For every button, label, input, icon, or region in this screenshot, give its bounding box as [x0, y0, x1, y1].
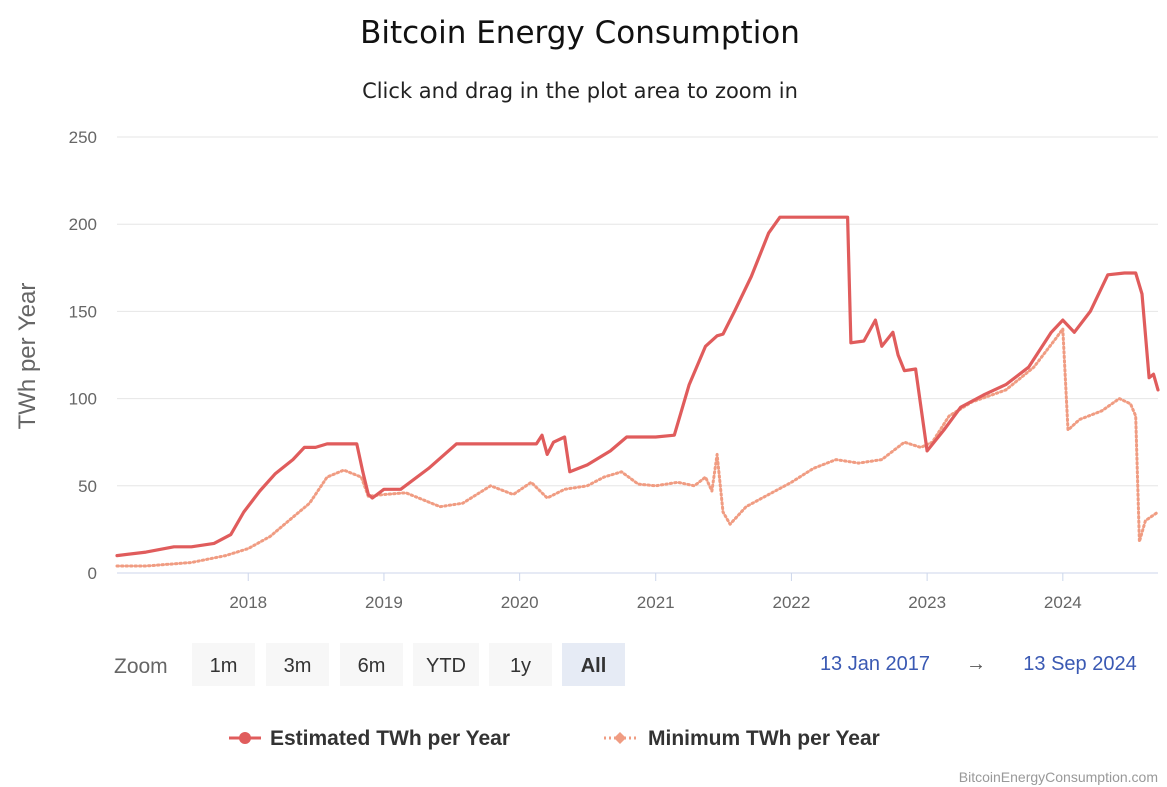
- y-tick-label: 250: [69, 128, 97, 147]
- series-line-estimated[interactable]: [115, 215, 1160, 558]
- y-tick-label: 100: [69, 390, 97, 409]
- x-tick-label: 2020: [501, 593, 539, 612]
- y-axis-ticks: 0 50 100 150 200 250: [69, 128, 97, 583]
- zoom-button-label: 1y: [510, 655, 531, 677]
- credits[interactable]: BitcoinEnergyConsumption.com: [959, 769, 1158, 785]
- zoom-button-bg: [340, 643, 403, 686]
- range-selector: Zoom 1m 3m 6m YTD 1y All: [114, 643, 625, 686]
- legend-diamond-marker: [614, 732, 626, 744]
- grid: [117, 136, 1158, 574]
- series-line-minimum[interactable]: [115, 327, 1160, 568]
- zoom-button-bg: [489, 643, 552, 686]
- y-tick-label: 50: [78, 477, 97, 496]
- y-tick-label: 200: [69, 215, 97, 234]
- zoom-button-label: 3m: [284, 655, 312, 677]
- legend-item-estimated[interactable]: Estimated TWh per Year: [229, 727, 510, 750]
- x-tick-label: 2023: [908, 593, 946, 612]
- legend-item-minimum[interactable]: Minimum TWh per Year: [604, 727, 880, 750]
- x-axis-ticks: 2018 2019 2020 2021 2022 2023 2024: [229, 573, 1082, 612]
- y-tick-label: 0: [88, 564, 97, 583]
- zoom-button-label: 1m: [210, 655, 238, 677]
- y-axis-label: TWh per Year: [14, 283, 41, 430]
- date-range-to[interactable]: 13 Sep 2024: [1023, 653, 1136, 675]
- zoom-button-bg: [413, 643, 479, 686]
- zoom-button-all[interactable]: All: [562, 643, 625, 686]
- zoom-button-ytd[interactable]: YTD: [413, 643, 479, 686]
- x-tick-label: 2018: [229, 593, 267, 612]
- x-tick-label: 2019: [365, 593, 403, 612]
- chart-subtitle: Click and drag in the plot area to zoom …: [362, 79, 798, 103]
- zoom-button-bg: [192, 643, 255, 686]
- chart-title: Bitcoin Energy Consumption: [360, 15, 800, 51]
- zoom-button-6m[interactable]: 6m: [340, 643, 403, 686]
- zoom-label: Zoom: [114, 655, 168, 678]
- zoom-button-label: All: [581, 655, 607, 677]
- date-range: 13 Jan 2017 → 13 Sep 2024: [820, 653, 1137, 675]
- legend-label: Minimum TWh per Year: [648, 727, 880, 750]
- legend-label: Estimated TWh per Year: [270, 727, 510, 750]
- zoom-button-1y[interactable]: 1y: [489, 643, 552, 686]
- date-range-arrow: →: [966, 653, 986, 675]
- zoom-button-1m[interactable]: 1m: [192, 643, 255, 686]
- zoom-button-label: YTD: [426, 655, 466, 677]
- date-range-from[interactable]: 13 Jan 2017: [820, 653, 930, 675]
- x-tick-label: 2022: [773, 593, 811, 612]
- zoom-button-3m[interactable]: 3m: [266, 643, 329, 686]
- zoom-button-bg: [266, 643, 329, 686]
- legend: Estimated TWh per Year Minimum TWh per Ye…: [229, 727, 880, 750]
- y-tick-label: 150: [69, 302, 97, 321]
- zoom-button-label: 6m: [358, 655, 386, 677]
- plot-area[interactable]: [115, 215, 1160, 568]
- zoom-button-bg: [562, 643, 625, 686]
- x-tick-label: 2024: [1044, 593, 1082, 612]
- legend-circle-marker: [239, 732, 251, 744]
- x-tick-label: 2021: [637, 593, 675, 612]
